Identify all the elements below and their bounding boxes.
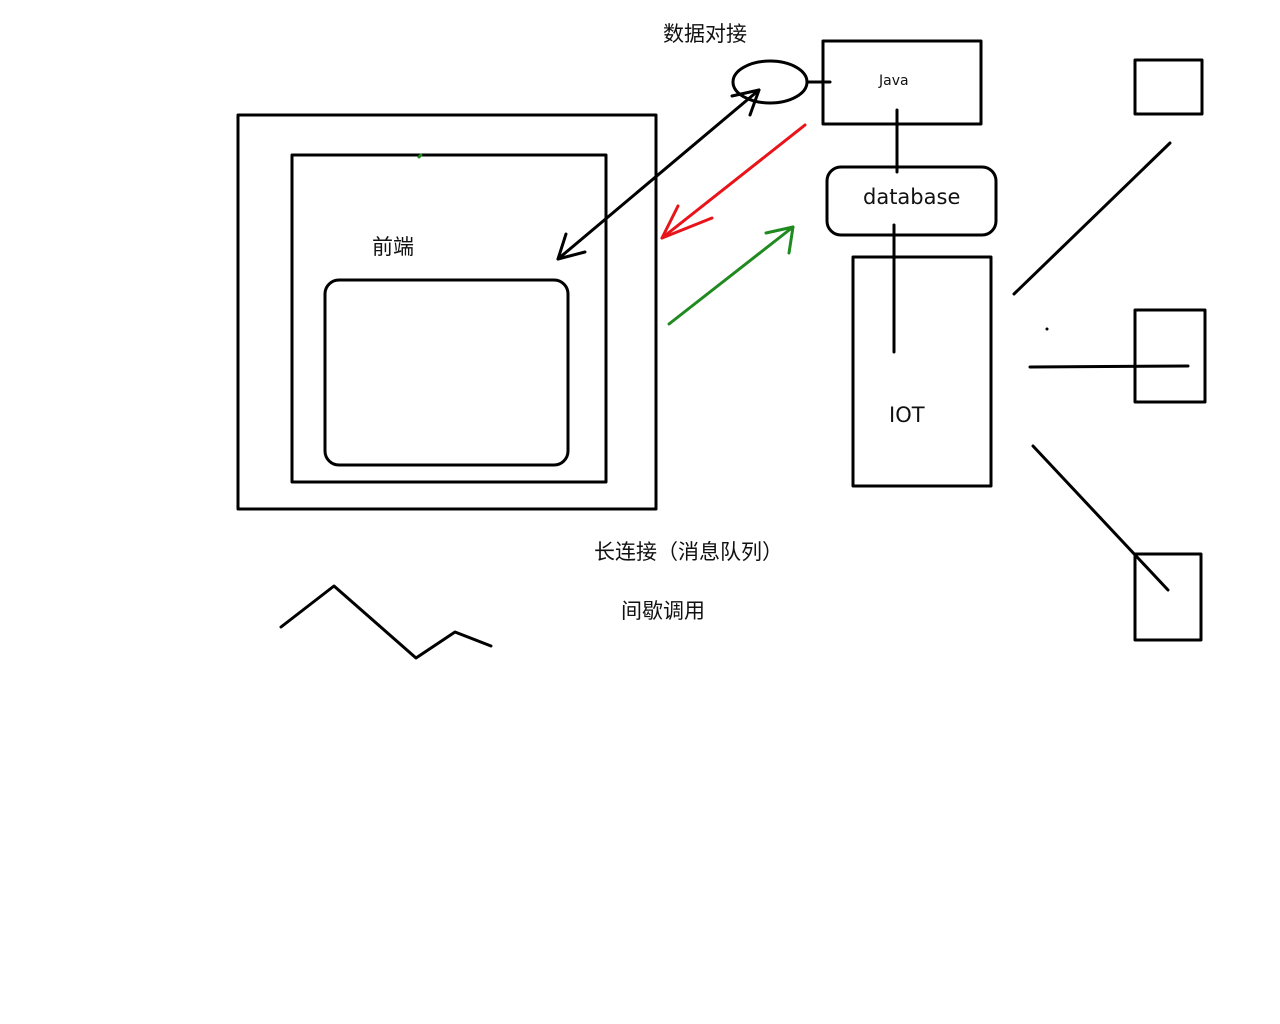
frontend-inner-box <box>290 153 608 484</box>
stray-dot <box>1045 327 1049 331</box>
bidirectional-arrow-head-bottom <box>556 232 587 261</box>
frontend-screen-box <box>323 278 570 467</box>
device-box-bottom <box>1133 552 1203 642</box>
red-arrow-head <box>660 204 714 240</box>
device-link-middle <box>1028 364 1190 369</box>
long-connection-label: 长连接（消息队列） <box>594 540 783 564</box>
iot-box <box>851 255 993 488</box>
bidirectional-arrow-head-top <box>730 88 761 117</box>
green-tick-mark <box>417 153 423 159</box>
red-arrow-line <box>660 123 807 240</box>
frontend-outer-box <box>236 113 658 511</box>
data-docking-ellipse <box>731 59 809 105</box>
database-label: database <box>863 185 961 209</box>
data-docking-label: 数据对接 <box>663 22 747 46</box>
green-arrow-line <box>667 225 795 326</box>
device-box-top <box>1133 58 1204 116</box>
device-link-top <box>1012 141 1172 296</box>
device-box-middle <box>1133 308 1207 404</box>
device-link-bottom <box>1031 444 1170 592</box>
database-box <box>825 165 998 237</box>
intermittent-call-zigzag <box>279 584 493 660</box>
iot-label: IOT <box>889 403 925 427</box>
intermittent-call-label: 间歇调用 <box>621 599 705 623</box>
green-arrow-head <box>764 225 795 255</box>
java-label: Java <box>879 73 909 89</box>
bidirectional-arrow-line <box>556 88 761 261</box>
frontend-label: 前端 <box>372 235 414 259</box>
java-box <box>821 39 983 126</box>
